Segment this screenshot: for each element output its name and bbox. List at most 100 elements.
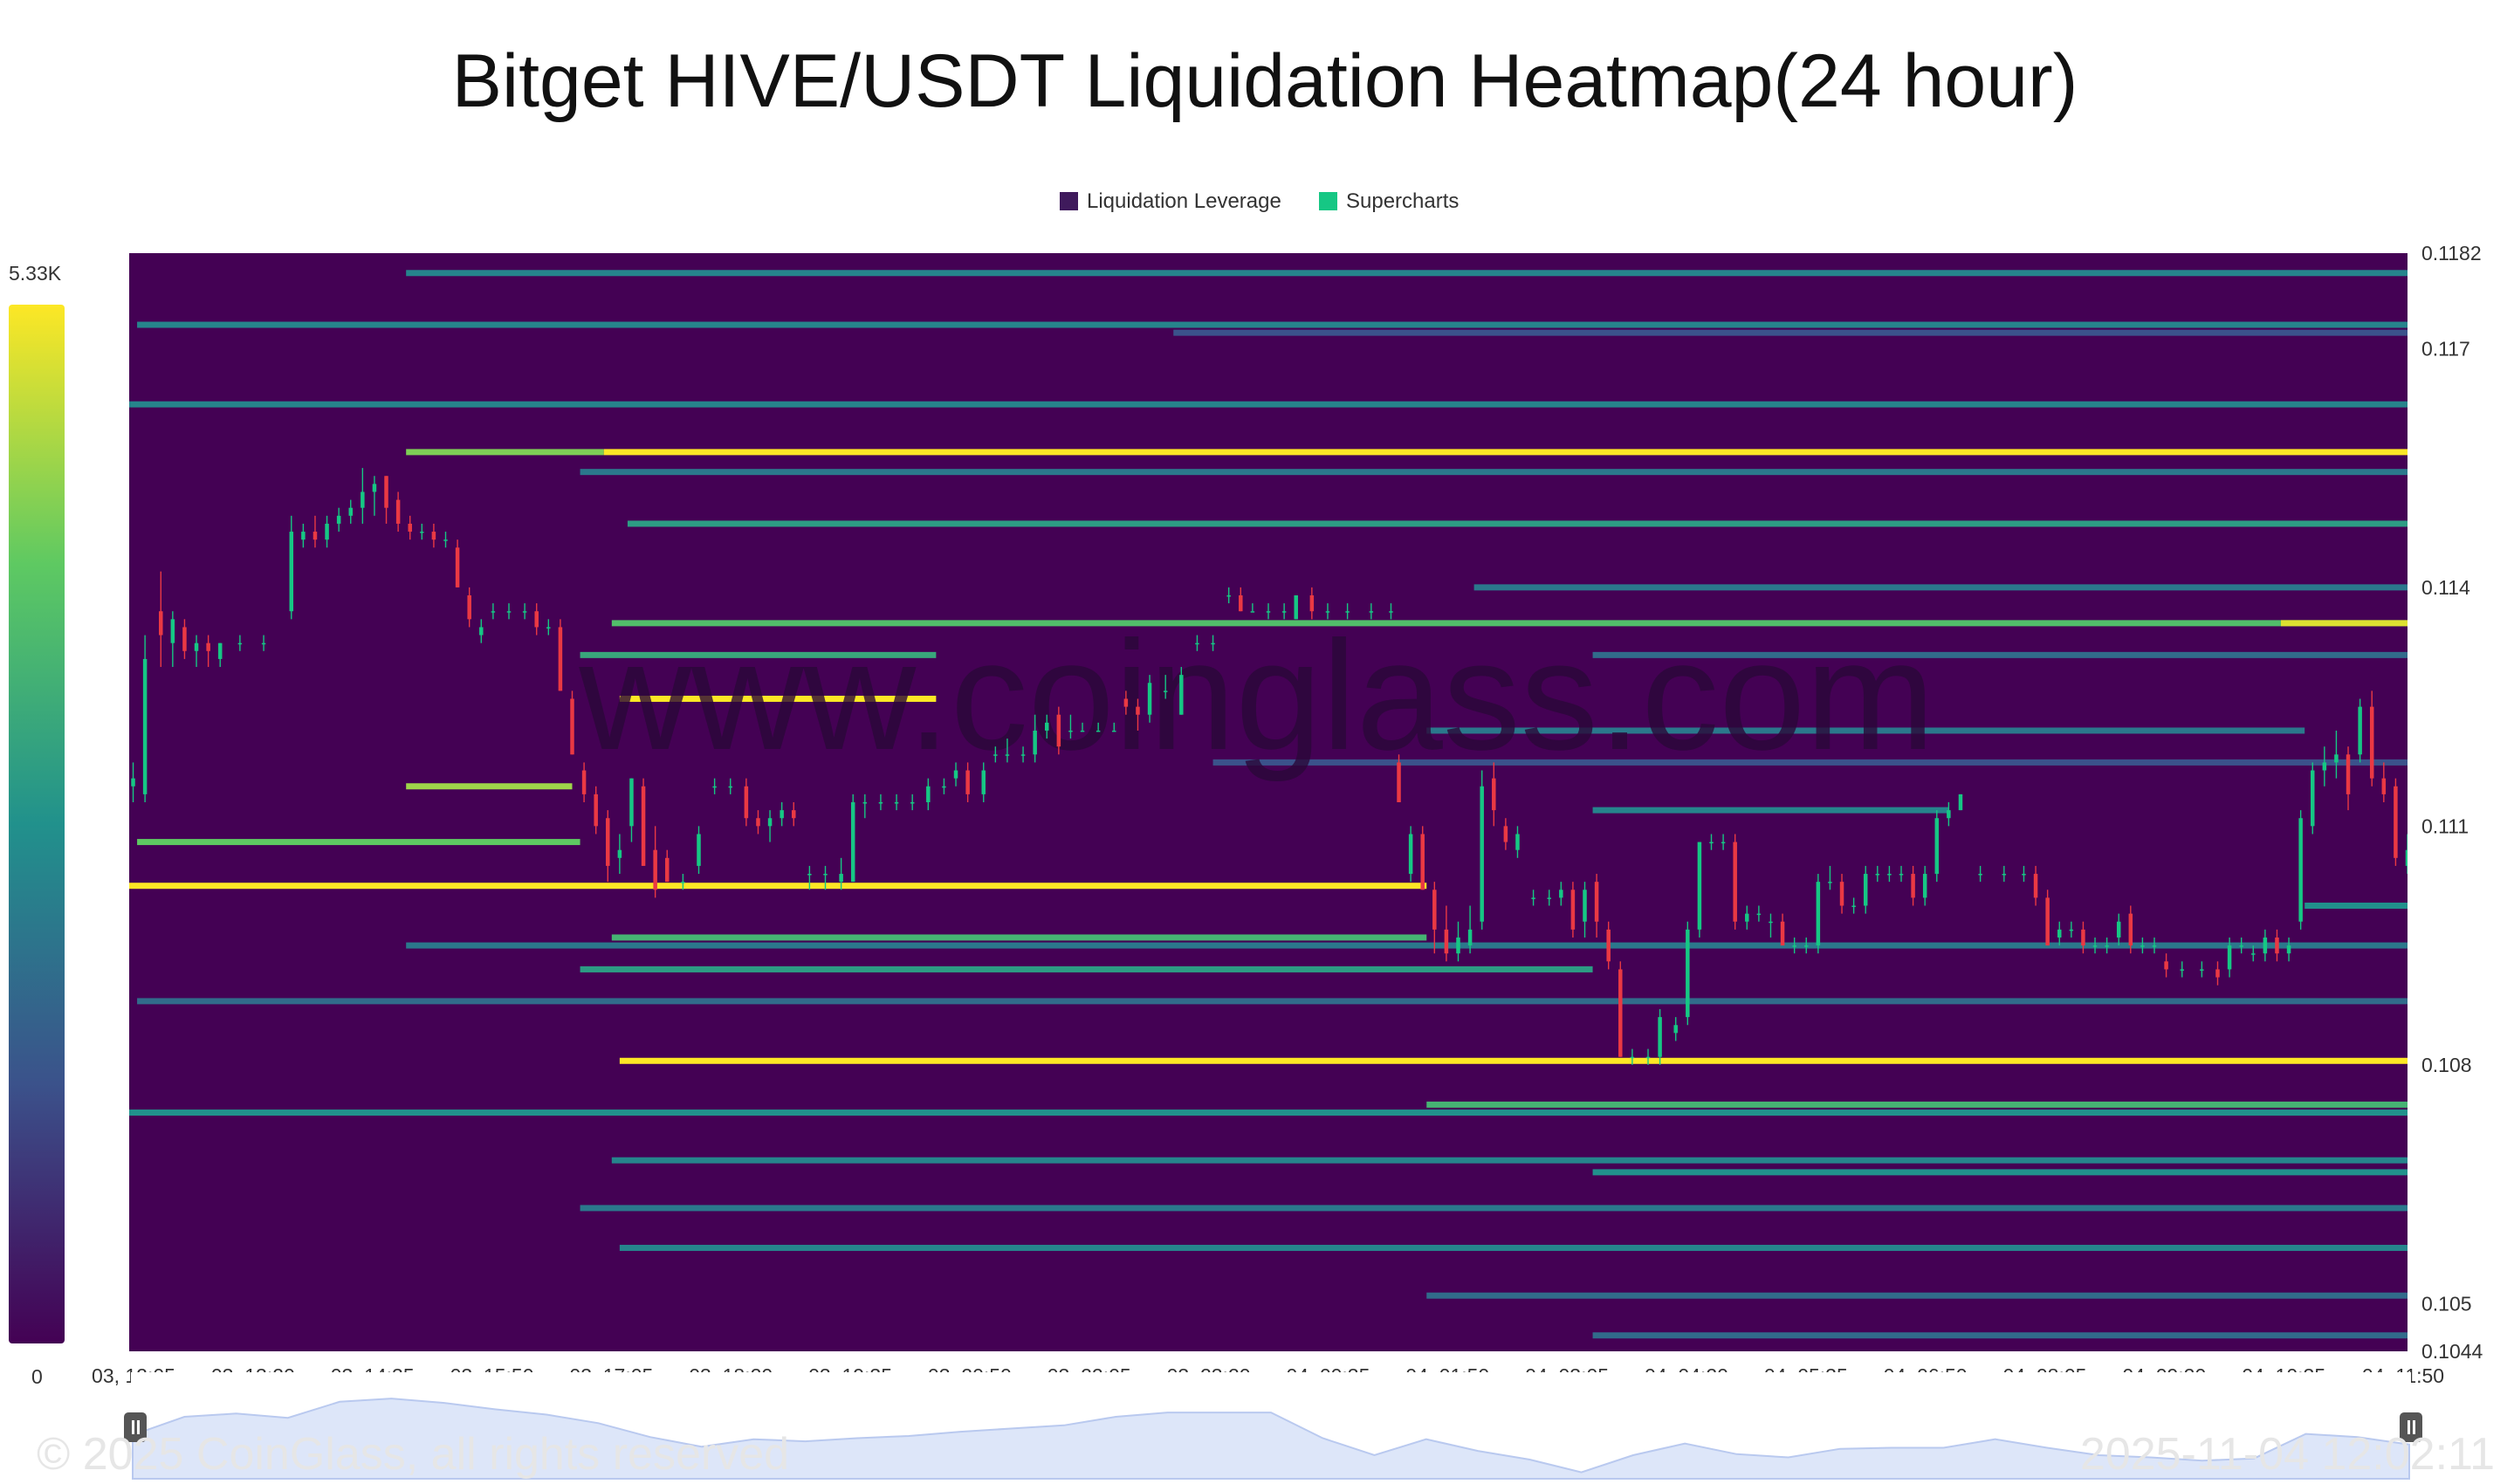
candle-down [1594, 874, 1599, 938]
candle-body [581, 770, 587, 794]
candle-down [1492, 762, 1496, 827]
candle-up [1769, 913, 1773, 938]
heat-band [2304, 903, 2408, 910]
y-tick-label: 0.117 [2421, 337, 2470, 360]
candle-body [1594, 882, 1599, 922]
candle-up [1531, 890, 1535, 906]
candle-body [1630, 1056, 1635, 1059]
candle-body [792, 810, 796, 819]
navigator[interactable] [124, 1372, 2422, 1480]
candle-body [767, 818, 773, 827]
candle-up [261, 635, 266, 651]
candle-down [1239, 587, 1243, 612]
candle-body [2369, 706, 2374, 779]
candle-down [665, 849, 670, 883]
candle-up [1645, 1048, 1651, 1065]
candle-down [744, 778, 749, 827]
heat-band [611, 620, 2408, 627]
chart-title: Bitget HIVE/USDT Liquidation Heatmap(24 … [452, 39, 2078, 123]
colorbar: 5.33K 0 [9, 262, 65, 1388]
candle-body [823, 874, 828, 876]
navigator-handle-left[interactable] [124, 1412, 147, 1442]
candle-body [629, 778, 634, 827]
candle-body [1294, 594, 1298, 620]
heat-band [1592, 1332, 2408, 1339]
heat-band [137, 998, 2408, 1005]
candle-up [1147, 675, 1152, 723]
candle-down [182, 619, 187, 659]
candle-up [1408, 826, 1413, 883]
candle-body [1618, 969, 1623, 1057]
candle-up [2022, 865, 2026, 883]
candle-body [1792, 945, 1796, 947]
candle-up [1686, 921, 1690, 1026]
candle-body [1179, 675, 1184, 715]
candle-body [2045, 897, 2050, 946]
candle-up [1922, 865, 1927, 906]
legend[interactable]: Liquidation Leverage Supercharts [1060, 189, 1459, 213]
candle-body [965, 770, 970, 794]
legend-label-supercharts[interactable]: Supercharts [1346, 189, 1459, 213]
candle-up [336, 507, 341, 532]
candle-body [1369, 611, 1374, 613]
heat-band [137, 839, 580, 846]
candle-down [1570, 882, 1576, 938]
candle-body [1325, 611, 1330, 613]
candle-body [2381, 778, 2387, 794]
candle-body [1467, 929, 1473, 946]
candle-up [1828, 865, 1832, 890]
candle-body [862, 802, 868, 804]
candle-up [420, 523, 424, 540]
heat-band [1592, 807, 1949, 814]
candle-body [617, 849, 622, 858]
candle-body [194, 642, 199, 651]
candle-up [981, 762, 986, 802]
candle-up [2322, 746, 2327, 787]
candle-body [558, 627, 563, 691]
candle-up [2334, 730, 2339, 779]
candle-up [2358, 698, 2362, 763]
candle-up [712, 778, 717, 794]
candle-down [313, 515, 318, 548]
candle-up [131, 762, 135, 802]
candle-body [1250, 611, 1255, 613]
navigator-handle-right[interactable] [2400, 1412, 2422, 1442]
y-tick-label: 0.105 [2421, 1292, 2472, 1315]
candle-body [1947, 810, 1951, 819]
candle-down [431, 523, 436, 548]
candle-body [506, 611, 512, 613]
candle-up [1281, 603, 1287, 620]
candle-body [910, 802, 915, 804]
heat-band [627, 520, 2408, 527]
candle-body [2239, 945, 2243, 947]
candle-down [570, 690, 574, 755]
candle-body [1780, 921, 1785, 946]
navigator-area [132, 1398, 2410, 1480]
candle-up [1721, 834, 1726, 850]
heat-band [1426, 727, 2305, 734]
colorbar-min-label: 0 [31, 1365, 43, 1388]
heat-band [406, 449, 604, 456]
candle-down [2033, 865, 2038, 906]
candle-up [194, 635, 199, 668]
candle-up [1515, 826, 1520, 858]
candle-up [2405, 834, 2408, 875]
legend-label-liquidation-leverage[interactable]: Liquidation Leverage [1087, 189, 1281, 213]
plot-area: www.coinglass.com [129, 253, 2408, 1351]
heat-band [2281, 620, 2408, 627]
candle-up [807, 865, 812, 890]
candle-up [2105, 937, 2109, 954]
candle-up [1547, 890, 1551, 906]
candle-up [629, 778, 634, 842]
candle-up [1211, 635, 1215, 651]
candle-body [1020, 754, 1026, 756]
candle-up [301, 523, 306, 548]
candle-up [1345, 603, 1350, 620]
candle-body [2081, 929, 2085, 946]
candle-body [1899, 874, 1904, 876]
candle-body [606, 818, 610, 866]
candle-down [1397, 754, 1401, 802]
heat-band [580, 651, 937, 658]
candle-body [942, 786, 946, 788]
candle-up [1389, 603, 1393, 620]
